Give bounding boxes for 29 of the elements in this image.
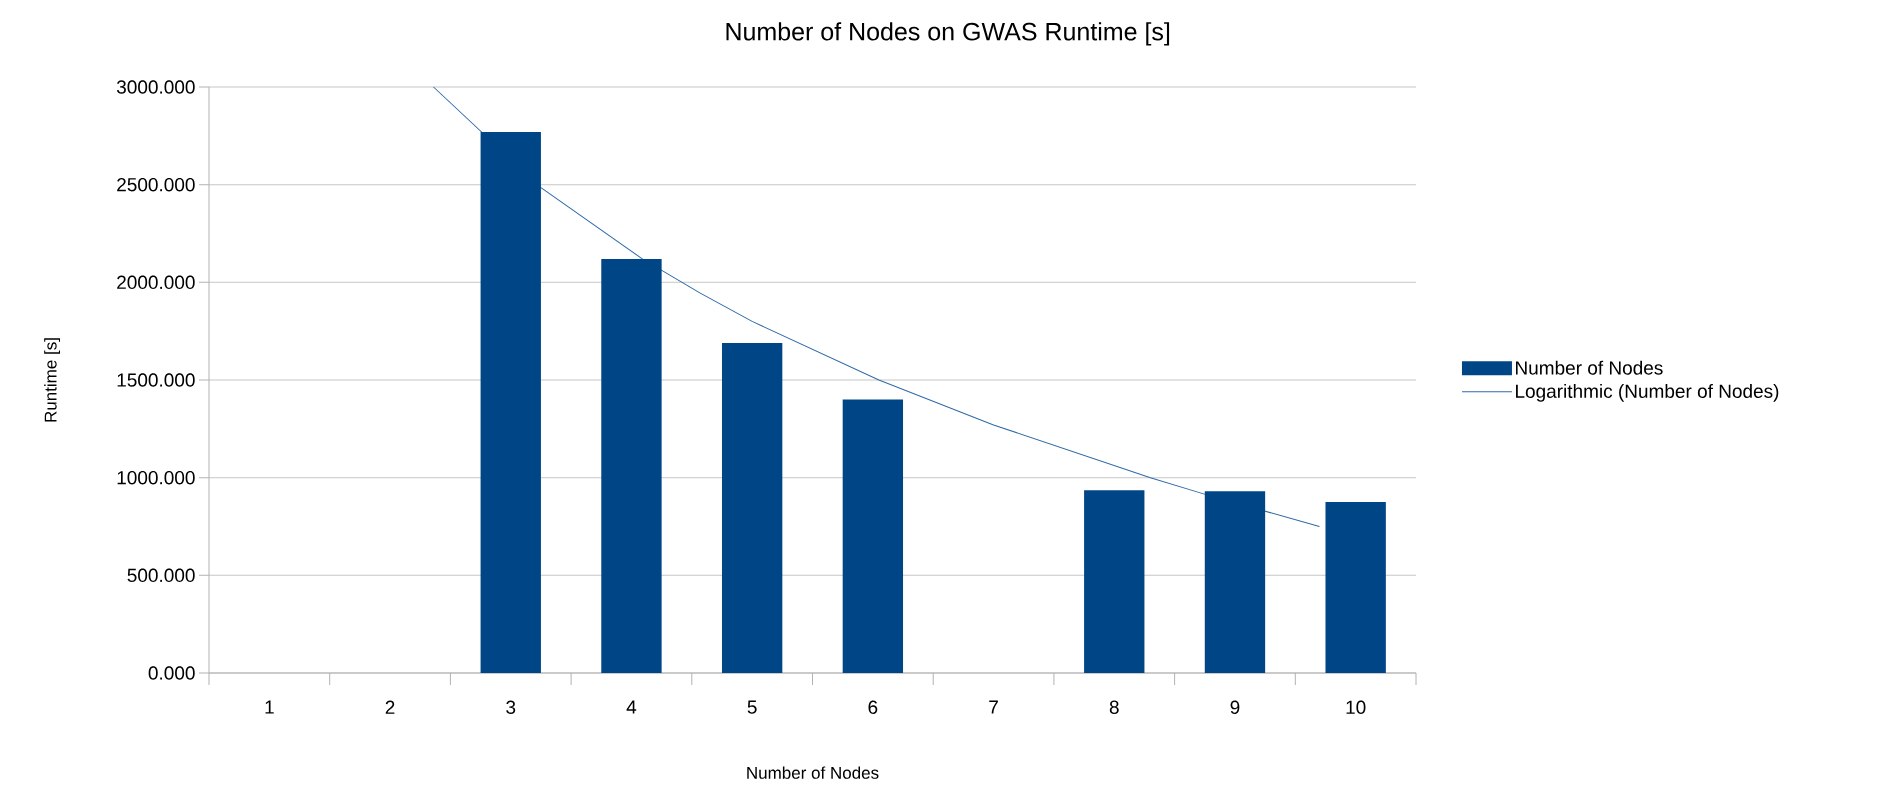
x-tick-label: 2: [385, 700, 395, 714]
bar: [1204, 491, 1266, 673]
bar: [721, 342, 783, 673]
bar: [842, 399, 904, 673]
x-tick-label: 9: [1230, 700, 1240, 714]
chart-title: Number of Nodes on GWAS Runtime [s]: [726, 22, 1170, 46]
y-axis-title: Runtime [s]: [44, 338, 61, 422]
bar: [601, 258, 662, 673]
y-tick-label: 2000.000: [117, 275, 195, 290]
x-tick-label: 10: [1346, 700, 1366, 714]
bar: [1084, 490, 1145, 673]
x-axis-title: Number of Nodes: [747, 766, 879, 779]
x-tick-label: 6: [868, 700, 878, 714]
y-tick-label: 2500.000: [117, 177, 195, 192]
y-tick-label: 500.000: [127, 568, 195, 583]
x-tick-label: 4: [626, 700, 637, 714]
x-tick-label: 3: [506, 700, 516, 714]
x-tick-label: 1: [265, 700, 274, 714]
y-tick-label: 1000.000: [117, 470, 195, 485]
x-tick-label: 8: [1109, 700, 1119, 714]
y-tick-label: 0.000: [148, 666, 195, 680]
x-tick-label: 7: [989, 700, 998, 714]
legend-label: Logarithmic (Number of Nodes): [1516, 384, 1779, 402]
legend-label: Number of Nodes: [1516, 360, 1663, 375]
x-tick-label: 5: [747, 700, 757, 714]
y-tick-label: 1500.000: [117, 373, 195, 387]
bar: [480, 131, 541, 673]
bar: [1325, 502, 1386, 673]
y-tick-label: 3000.000: [116, 80, 195, 94]
